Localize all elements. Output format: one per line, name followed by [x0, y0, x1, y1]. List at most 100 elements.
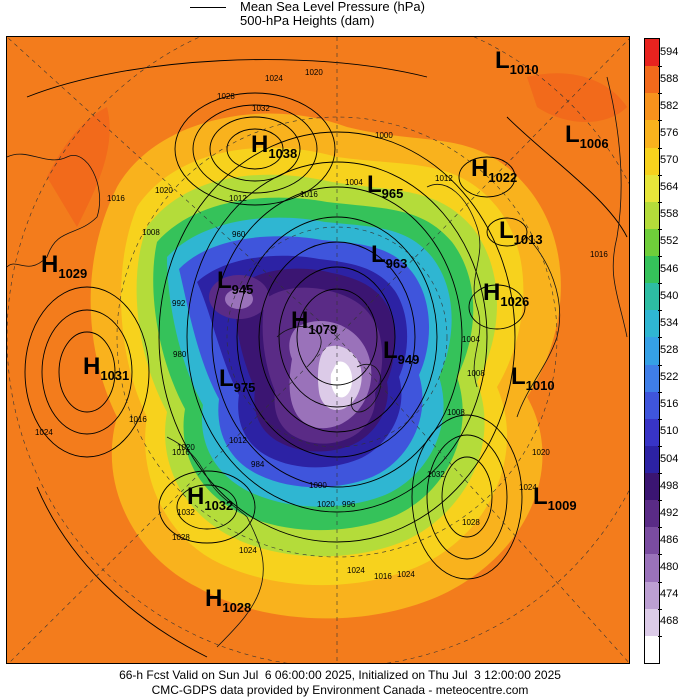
color-scale-tickmark	[658, 581, 662, 583]
color-scale-tickmark	[658, 228, 662, 230]
isobar-label: 1016	[172, 448, 190, 457]
isobar-label: 1024	[519, 483, 537, 492]
isobar-label: 1016	[374, 572, 392, 581]
isobar-label: 960	[232, 230, 246, 239]
color-scale-tickmark	[658, 283, 662, 285]
graticule	[7, 37, 629, 663]
color-scale-segment	[645, 635, 659, 664]
pressure-system-low: L965	[367, 171, 404, 201]
color-scale-tick-label: 564	[660, 181, 679, 194]
color-scale-segment	[645, 310, 659, 338]
isobar-label: 1020	[305, 68, 323, 77]
isobar-label: 1028	[172, 533, 190, 542]
color-scale-segment	[645, 554, 659, 583]
pressure-system-high: H1031	[83, 353, 130, 383]
color-scale-tickmark	[658, 554, 662, 556]
color-scale-bar	[644, 38, 660, 664]
isobar-label: 1016	[300, 190, 318, 199]
color-scale-tickmark	[658, 608, 662, 610]
color-scale-segment	[645, 120, 659, 149]
color-scale-tick-label: 510	[660, 425, 679, 438]
pressure-system-high: H1028	[205, 585, 252, 615]
isobar-label: 1008	[142, 228, 160, 237]
color-scale-segment	[645, 527, 659, 555]
isobars	[24, 59, 628, 658]
pressure-system-high: H1026	[483, 279, 530, 309]
color-scale-tick-label: 486	[660, 533, 679, 546]
color-scale-tick-label: 546	[660, 262, 679, 275]
color-scale-segment	[645, 391, 659, 420]
color-scale-segment	[645, 93, 659, 121]
legend-pressure-label: Mean Sea Level Pressure (hPa)	[240, 0, 425, 14]
pressure-system-low: L1010	[495, 47, 539, 77]
color-scale-segment	[645, 581, 659, 610]
height-field	[47, 73, 627, 619]
color-scale-segment	[645, 174, 659, 203]
pressure-system-high: H1032	[187, 483, 234, 513]
isobar-label: 1024	[239, 546, 257, 555]
isobar-label: 1032	[177, 508, 195, 517]
color-scale-tick-label: 588	[660, 72, 679, 85]
color-scale-tickmark	[658, 500, 662, 502]
legend-line-symbol	[190, 7, 226, 8]
pressure-system-high: H1022	[471, 155, 518, 185]
isobar-label: 1020	[532, 448, 550, 457]
isobar-label: 1024	[397, 570, 415, 579]
color-scale-tickmark	[658, 256, 662, 258]
color-scale-tickmark	[658, 93, 662, 95]
color-scale-segment	[645, 337, 659, 366]
color-scale-tick-label: 576	[660, 126, 679, 139]
color-scale-segment	[645, 473, 659, 501]
isobar-label: 1032	[252, 104, 270, 113]
color-scale-tick-label: 522	[660, 371, 679, 384]
color-scale-tickmark	[658, 310, 662, 312]
color-scale-tickmark	[658, 66, 662, 68]
color-scale-tick-label: 528	[660, 344, 679, 356]
isobar-label: 1016	[107, 194, 125, 203]
pressure-system-low: L963	[371, 241, 408, 271]
data-credit-text: CMC-GDPS data provided by Environment Ca…	[151, 683, 529, 697]
coastlines	[7, 76, 628, 648]
isobar-label: 1000	[375, 131, 393, 140]
color-scale-segment	[645, 445, 659, 474]
isobar-label-layer: 1024 1020 1028 1032 1016 1020 1012 1008 …	[35, 68, 608, 581]
isobar-label: 1028	[217, 92, 235, 101]
pressure-system-low: L949	[383, 337, 420, 367]
isobar-label: 1016	[129, 415, 147, 424]
color-scale-tick-label: 570	[660, 154, 679, 167]
color-scale-segment	[645, 256, 659, 284]
isobar-label: 1028	[462, 518, 480, 527]
color-scale-tick-label: 468	[660, 615, 679, 628]
color-scale-tick-label: 516	[660, 398, 679, 411]
color-scale-tick-label: 534	[660, 316, 679, 329]
isobar-label: 1012	[435, 174, 453, 183]
map-canvas: 1024 1020 1028 1032 1016 1020 1012 1008 …	[7, 37, 629, 663]
color-scale-segment	[645, 283, 659, 311]
color-scale-segment	[645, 608, 659, 637]
isobar-label: 1008	[467, 369, 485, 378]
pressure-system-low: L975	[219, 365, 256, 395]
color-scale-tickmark	[658, 418, 662, 420]
color-scale-tick-label: 474	[660, 588, 679, 601]
color-scale-tickmark	[658, 337, 662, 339]
isobar-label: 1016	[590, 250, 608, 259]
pressure-system-low: L1009	[533, 483, 577, 513]
color-scale-segment	[645, 201, 659, 230]
isobar-label: 1024	[347, 566, 365, 575]
isobar-label: 1032	[427, 470, 445, 479]
color-scale-tickmark	[658, 174, 662, 176]
color-scale-segment	[645, 147, 659, 176]
color-scale-tickmark	[658, 473, 662, 475]
color-scale-tick-label: 498	[660, 479, 679, 492]
isobar-label: 984	[251, 460, 265, 469]
isobar-label: 1020	[317, 500, 335, 509]
isobar-label: 1004	[345, 178, 363, 187]
color-scale-segment	[645, 418, 659, 447]
forecast-validity-text: 66-h Fcst Valid on Sun Jul 6 06:00:00 20…	[119, 668, 561, 682]
pressure-system-low: L1013	[499, 217, 543, 247]
isobar-label: 1012	[229, 436, 247, 445]
color-scale-tickmark	[658, 391, 662, 393]
color-scale-tickmark	[658, 120, 662, 122]
pressure-system-low: L945	[217, 267, 254, 297]
color-scale-segment	[645, 39, 659, 67]
